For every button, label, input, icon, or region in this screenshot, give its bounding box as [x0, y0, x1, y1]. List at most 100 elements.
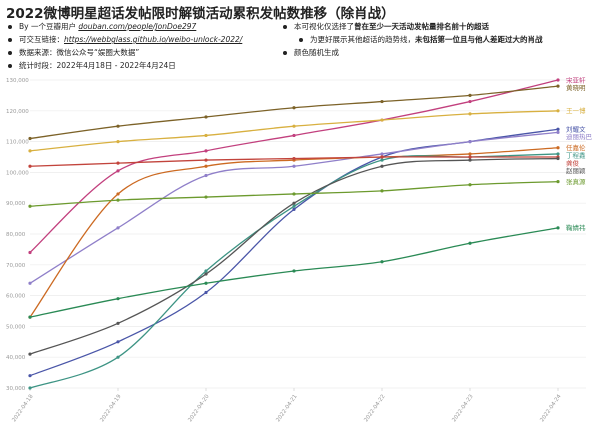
data-point: [204, 158, 208, 162]
data-point: [204, 195, 208, 199]
y-tick-label: 110,000: [6, 140, 29, 146]
data-point: [116, 140, 120, 144]
data-point: [28, 315, 32, 319]
data-point: [380, 152, 384, 156]
data-point: [468, 99, 472, 104]
data-point: [292, 207, 296, 211]
note-author: By 一个豆瓣用户 douban.com/people/JonDoe297: [8, 22, 196, 31]
interactive-link[interactable]: https://webbglass.github.io/weibo-unlock…: [64, 35, 243, 44]
series-line: [29, 147, 559, 318]
data-point: [292, 106, 296, 110]
data-point: [28, 250, 32, 255]
notes-panel: By 一个豆瓣用户 douban.com/people/JonDoe297 可交…: [8, 22, 598, 74]
data-point: [204, 173, 208, 178]
data-point: [556, 109, 560, 113]
note-period-text: 统计时段：2022年4月18日 - 2022年4月24日: [19, 61, 176, 70]
data-point: [468, 241, 472, 245]
data-point: [292, 164, 296, 168]
data-point: [116, 226, 120, 230]
series-王一博: [28, 109, 560, 153]
data-point: [380, 260, 384, 264]
y-tick-label: 60,000: [6, 294, 26, 300]
data-point: [292, 133, 296, 138]
y-tick-label: 50,000: [6, 324, 26, 330]
note-exclusion: 为更好展示其他超话的趋势线，未包括第一位且与他人差距过大的肖战: [299, 35, 543, 44]
note-exclusion-bold: 未包括第一位且与他人差距过大的肖战: [415, 35, 543, 44]
data-point: [204, 164, 208, 168]
data-point: [204, 290, 208, 295]
note-exclusion-text: 为更好展示其他超话的趋势线，: [310, 35, 415, 44]
data-point: [116, 192, 120, 196]
data-point: [556, 180, 560, 184]
series-end-label: 黄晓明: [566, 83, 586, 92]
data-point: [380, 164, 384, 168]
bullet-icon: [8, 64, 12, 68]
bullet-icon: [8, 51, 12, 55]
note-selection-text: 本可视化仅选择了: [294, 22, 354, 31]
data-point: [468, 152, 472, 156]
series-end-label: 鞠婧祎: [566, 223, 586, 232]
series-end-label: 任嘉伦: [566, 143, 586, 152]
author-link[interactable]: douban.com/people/JonDoe297: [78, 22, 197, 31]
data-point: [116, 297, 120, 301]
series-end-label: 丁程鑫: [566, 151, 586, 160]
y-tick-label: 40,000: [6, 355, 26, 361]
series-张真源: [28, 180, 560, 208]
series-迪丽热巴: [28, 130, 560, 285]
x-tick-label: 2022-04-18: [11, 393, 35, 423]
data-point: [468, 93, 472, 97]
note-colors-text: 颜色随机生成: [294, 48, 339, 57]
data-point: [204, 272, 208, 276]
series-end-label: 张真源: [566, 177, 586, 186]
data-point: [292, 124, 296, 128]
data-point: [468, 112, 472, 116]
y-tick-label: 70,000: [6, 263, 26, 269]
y-tick-label: 90,000: [6, 201, 26, 207]
data-point: [380, 189, 384, 193]
data-point: [380, 118, 384, 122]
data-point: [292, 156, 296, 161]
data-point: [116, 169, 120, 173]
bullet-icon: [283, 51, 287, 55]
data-point: [116, 161, 120, 165]
data-point: [28, 374, 32, 378]
data-point: [116, 124, 120, 128]
x-tick-label: 2022-04-23: [451, 393, 475, 423]
x-tick-label: 2022-04-21: [275, 394, 298, 424]
data-point: [556, 226, 560, 230]
note-author-text: By 一个豆瓣用户: [19, 22, 79, 31]
data-point: [292, 192, 296, 196]
note-selection: 本可视化仅选择了曾在至少一天活动发帖量排名前十的超话: [283, 22, 489, 31]
data-point: [468, 158, 472, 162]
series-lines: [28, 78, 560, 390]
data-point: [116, 340, 120, 344]
data-point: [556, 127, 560, 131]
note-period: 统计时段：2022年4月18日 - 2022年4月24日: [8, 61, 176, 70]
series-黄晓明: [28, 84, 560, 141]
data-point: [556, 152, 560, 156]
data-point: [204, 133, 208, 138]
bullet-icon: [8, 25, 12, 29]
data-point: [204, 115, 208, 119]
data-point: [116, 198, 120, 202]
data-point: [292, 201, 296, 205]
data-point: [28, 136, 32, 141]
data-point: [468, 140, 472, 144]
data-point: [204, 149, 208, 153]
data-point: [116, 355, 120, 359]
data-point: [28, 204, 32, 208]
data-point: [556, 84, 560, 88]
data-point: [468, 155, 472, 159]
series-line: [29, 157, 559, 355]
data-point: [28, 149, 32, 153]
data-point: [556, 78, 560, 82]
data-point: [28, 164, 32, 168]
bullet-icon: [8, 38, 12, 42]
data-point: [116, 321, 120, 325]
series-line: [29, 85, 559, 140]
series-line: [29, 110, 559, 152]
y-tick-label: 120,000: [6, 109, 29, 115]
note-source: 数据来源：微信公众号“娱圈大数据”: [8, 48, 139, 57]
